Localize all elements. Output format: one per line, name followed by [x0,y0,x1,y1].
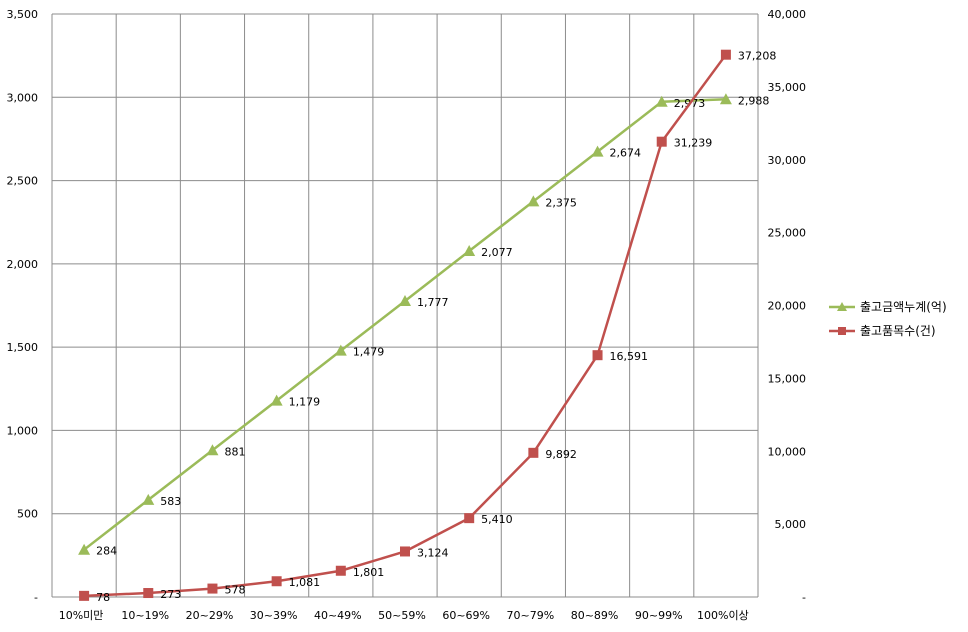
data-label: 78 [96,591,110,604]
data-label: 1,179 [289,396,321,409]
x-axis-tick-label: 40~49% [314,609,362,622]
data-label: 1,801 [353,566,385,579]
data-label: 31,239 [674,137,713,150]
x-axis-tick-label: 50~59% [378,609,426,622]
right-axis-tick-label: 30,000 [768,154,807,167]
triangle-marker [334,344,347,356]
triangle-marker [591,145,604,157]
series-layer: 284 583 881 1,179 1,479 1,777 2,077 2,375 2,674 2… [78,49,777,604]
right-axis-tick-label: 25,000 [768,227,807,240]
data-label: 881 [224,445,245,458]
triangle-marker [270,394,283,406]
triangle-marker [399,295,411,307]
legend-triangle-marker [837,302,847,311]
x-axis-tick-label: 100%이상 [697,609,749,622]
data-label: 3,124 [417,546,449,559]
data-label: 16,591 [610,350,649,363]
left-axis-tick-label: 3,000 [7,91,39,104]
triangle-marker [78,543,91,555]
legend-item: 출고품목수(건) [829,324,936,338]
triangle-marker [463,245,476,257]
right-axis-tick-label: 15,000 [768,372,807,385]
square-marker [592,350,603,361]
x-axis-tick-label: 30~39% [250,609,298,622]
data-label: 1,081 [289,576,321,589]
data-label: 273 [160,588,181,601]
right-axis-tick-label: 5,000 [775,518,807,531]
series-1: 284 583 881 1,179 1,479 1,777 2,077 2,375 2,674 2… [78,93,770,558]
right-axis-tick-label: 40,000 [768,8,807,21]
square-marker [528,447,539,458]
right-axis-tick-label: 35,000 [768,81,807,94]
triangle-marker [527,195,540,207]
data-label: 2,375 [545,196,577,209]
data-label: 2,674 [610,147,642,160]
triangle-marker [719,93,732,105]
x-axis-tick-label: 90~99% [635,609,683,622]
gridlines [51,13,759,598]
data-label: 2,077 [481,246,513,259]
x-axis-tick-label: 10~19% [121,609,169,622]
square-marker [143,588,154,599]
legend: 출고금액누계(억) 출고품목수(건) [829,300,947,338]
data-label: 284 [96,545,117,558]
square-marker [79,590,90,601]
triangle-marker [206,444,219,456]
x-axis-ticks: 10%미만 10~19% 20~29% 30~39% 40~49% 50~59% 60~69… [59,609,749,622]
left-axis-ticks: - 500 1,000 1,500 2,000 2,500 3,000 3,500 [7,8,39,604]
x-axis-tick-label: 10%미만 [59,609,104,622]
x-axis-tick-label: 20~29% [186,609,234,622]
data-label: 578 [224,584,245,597]
triangle-marker [142,493,155,505]
data-label: 1,479 [353,346,385,359]
right-axis-tick-label: 10,000 [768,445,807,458]
x-axis-tick-label: 80~89% [571,609,619,622]
right-axis-ticks: - 5,000 10,000 15,000 20,000 25,000 30,000 35,0… [768,8,807,604]
left-axis-tick-label: 1,000 [7,424,39,437]
left-axis-tick-label: - [34,591,38,604]
square-marker [335,565,346,576]
x-axis-tick-label: 60~69% [442,609,490,622]
left-axis-tick-label: 2,500 [7,175,39,188]
triangle-marker [655,95,668,107]
left-axis-tick-label: 3,500 [7,8,39,21]
right-axis-tick-label: 20,000 [768,300,807,313]
left-axis-tick-label: 2,000 [7,258,39,271]
square-marker [720,49,731,60]
legend-label: 출고품목수(건) [860,324,936,338]
square-marker [656,136,667,147]
left-axis-tick-label: 1,500 [7,341,39,354]
square-marker [464,513,475,524]
left-axis-tick-label: 500 [17,508,38,521]
data-label: 2,988 [738,94,770,107]
right-axis-tick-label: - [802,591,806,604]
data-label: 37,208 [738,50,777,63]
data-label: 1,777 [417,296,449,309]
data-label: 583 [160,495,181,508]
data-label: 9,892 [545,448,577,461]
x-axis-tick-label: 70~79% [507,609,555,622]
data-label: 5,410 [481,513,513,526]
square-marker [207,583,218,594]
square-marker [271,576,282,587]
legend-item: 출고금액누계(억) [829,300,947,314]
legend-square-marker [838,327,846,335]
legend-label: 출고금액누계(억) [860,300,947,314]
series-2: 78 273 578 1,081 1,801 3,124 5,410 9,892 16,591 3… [79,49,777,604]
square-marker [400,546,410,557]
